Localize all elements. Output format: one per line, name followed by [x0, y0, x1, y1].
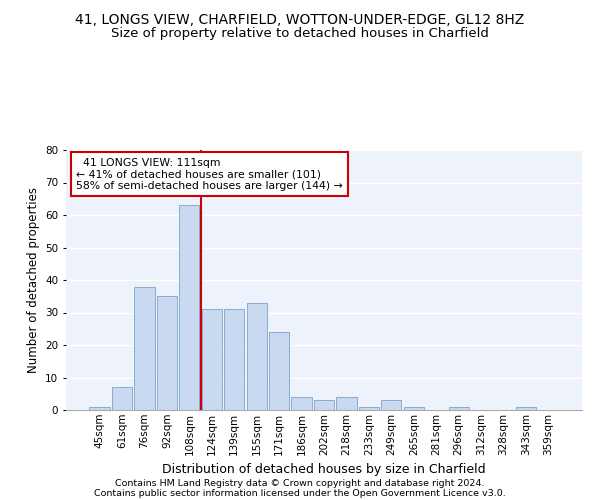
Bar: [404, 407, 424, 410]
Bar: [157, 296, 177, 410]
Bar: [337, 397, 356, 410]
Bar: [449, 407, 469, 410]
Bar: [359, 407, 379, 410]
Text: 41, LONGS VIEW, CHARFIELD, WOTTON-UNDER-EDGE, GL12 8HZ: 41, LONGS VIEW, CHARFIELD, WOTTON-UNDER-…: [76, 12, 524, 26]
Text: Contains public sector information licensed under the Open Government Licence v3: Contains public sector information licen…: [94, 488, 506, 498]
Bar: [224, 309, 244, 410]
Y-axis label: Number of detached properties: Number of detached properties: [26, 187, 40, 373]
Bar: [516, 407, 536, 410]
Bar: [314, 400, 334, 410]
Bar: [134, 286, 155, 410]
Bar: [202, 309, 222, 410]
Bar: [292, 397, 311, 410]
Bar: [269, 332, 289, 410]
Bar: [247, 302, 267, 410]
Bar: [89, 407, 110, 410]
Bar: [179, 205, 199, 410]
X-axis label: Distribution of detached houses by size in Charfield: Distribution of detached houses by size …: [162, 463, 486, 476]
Bar: [381, 400, 401, 410]
Text: 41 LONGS VIEW: 111sqm
← 41% of detached houses are smaller (101)
58% of semi-det: 41 LONGS VIEW: 111sqm ← 41% of detached …: [76, 158, 343, 191]
Text: Contains HM Land Registry data © Crown copyright and database right 2024.: Contains HM Land Registry data © Crown c…: [115, 478, 485, 488]
Bar: [112, 387, 132, 410]
Text: Size of property relative to detached houses in Charfield: Size of property relative to detached ho…: [111, 28, 489, 40]
